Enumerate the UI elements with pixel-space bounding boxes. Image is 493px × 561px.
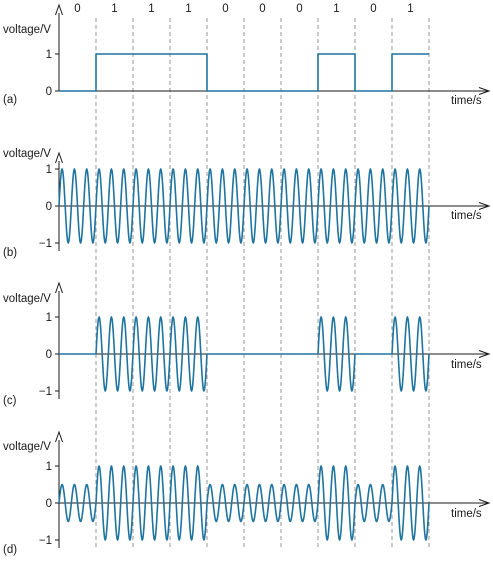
y-tick-label: −1 [39,386,52,398]
x-axis-label: time/s [451,210,482,222]
digital-signal-trace [59,53,429,92]
bit-label: 0 [296,3,302,15]
y-axis-label: voltage/V [3,148,51,160]
panels: 0 1 voltage/V time/s (a) 0 1 1 1 0 0 0 1 0 1 1 0 −1 voltag… [3,3,491,556]
bit-label: 1 [185,3,191,15]
b-signal-trace [58,168,430,244]
bit-label: 0 [370,3,376,15]
y-axis-arrowhead [55,430,63,443]
x-axis-arrowhead [478,202,491,210]
panel-a: 0 1 voltage/V time/s (a) 0 1 1 1 0 0 0 1 0 1 [3,3,491,107]
y-tick-label: 0 [46,86,52,98]
panel-label: (b) [3,247,17,259]
d-signal-trace [58,465,430,541]
y-tick-label: −1 [39,535,52,547]
bit-label: 0 [259,3,265,15]
x-axis-arrowhead [478,87,491,95]
panel-label: (d) [3,544,17,556]
c-signal-trace [58,316,430,392]
panel-b: 1 0 −1 voltage/V time/s (b) [3,148,491,259]
bit-boundary-gridlines [95,18,430,550]
bit-label: 1 [111,3,117,15]
bit-label: 0 [74,3,80,15]
x-axis-label: time/s [451,508,482,520]
y-tick-label: 1 [46,461,52,473]
bit-label: 1 [407,3,413,15]
y-tick-label: 0 [46,498,52,510]
y-axis-arrowhead [55,151,63,164]
x-axis-arrowhead [478,350,491,358]
y-axis-label: voltage/V [3,24,51,36]
y-axis-label: voltage/V [3,293,51,305]
y-tick-label: 1 [46,49,52,61]
panel-label: (a) [3,94,17,106]
y-axis-arrowhead [55,281,63,294]
bit-label: 1 [148,3,154,15]
y-tick-label: 0 [46,349,52,361]
bit-label: 1 [333,3,339,15]
panel-label: (c) [3,395,17,407]
x-axis-label: time/s [451,359,482,371]
y-tick-label: 1 [46,164,52,176]
panel-d: 1 0 −1 voltage/V time/s (d) [3,430,491,556]
y-tick-label: 0 [46,201,52,213]
x-axis-label: time/s [451,95,482,107]
y-tick-label: −1 [39,238,52,250]
panel-c: 1 0 −1 voltage/V time/s (c) [3,281,491,407]
y-axis-arrowhead [55,3,63,16]
bit-label: 0 [222,3,228,15]
y-tick-label: 1 [46,312,52,324]
x-axis-arrowhead [478,499,491,507]
y-axis-label: voltage/V [3,441,51,453]
